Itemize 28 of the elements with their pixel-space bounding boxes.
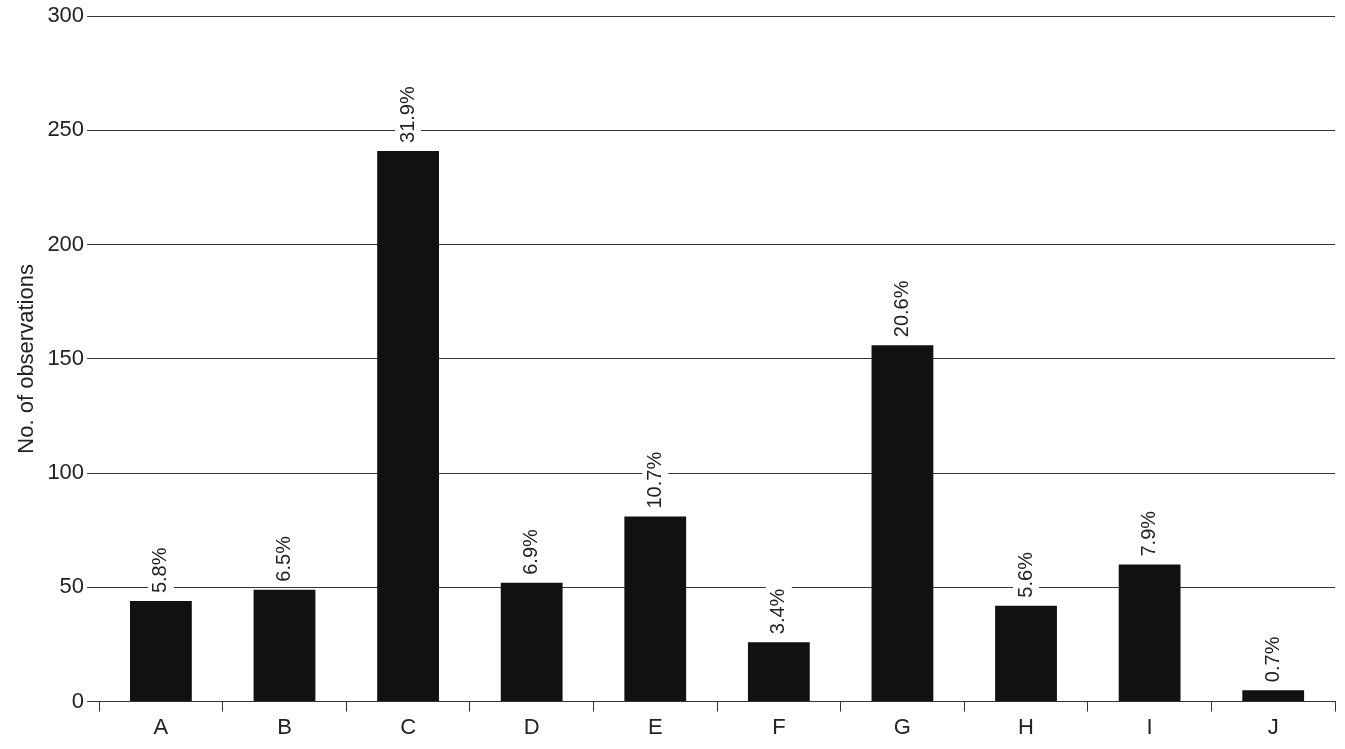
y-tick-label: 200 [47,230,85,256]
x-tick-label: A [153,713,169,739]
annotation: 6.5% [272,535,295,582]
y-tick-label: 100 [47,459,85,485]
y-tick-label: 0 [71,687,85,713]
x-tick-label: J [1267,713,1279,739]
annotation: 10.7% [642,451,665,509]
y-tick-label: 50 [59,573,85,599]
annotation: 31.9% [395,86,418,143]
y-tick-label: 250 [47,116,85,142]
x-tick-label: H [1018,713,1034,739]
annotation: 3.4% [766,588,789,635]
x-tick-label: D [523,713,540,739]
x-tick-label: B [277,713,292,739]
annotation: 0.7% [1260,636,1283,683]
annotation: 5.6% [1013,551,1036,598]
annotation: 5.8% [148,547,171,594]
annotation: 6.9% [519,528,542,575]
x-tick-label: F [772,713,786,739]
x-tick-label: E [647,713,663,739]
annotation: 7.9% [1137,510,1160,557]
x-tick-label: I [1146,713,1153,739]
x-tick-label: G [893,713,911,739]
y-axis-title: No. of observations [13,264,39,454]
x-tick-label: C [400,713,417,739]
annotation: 20.6% [889,280,912,338]
y-tick-label: 150 [47,344,85,370]
y-tick-label: 300 [47,2,85,28]
